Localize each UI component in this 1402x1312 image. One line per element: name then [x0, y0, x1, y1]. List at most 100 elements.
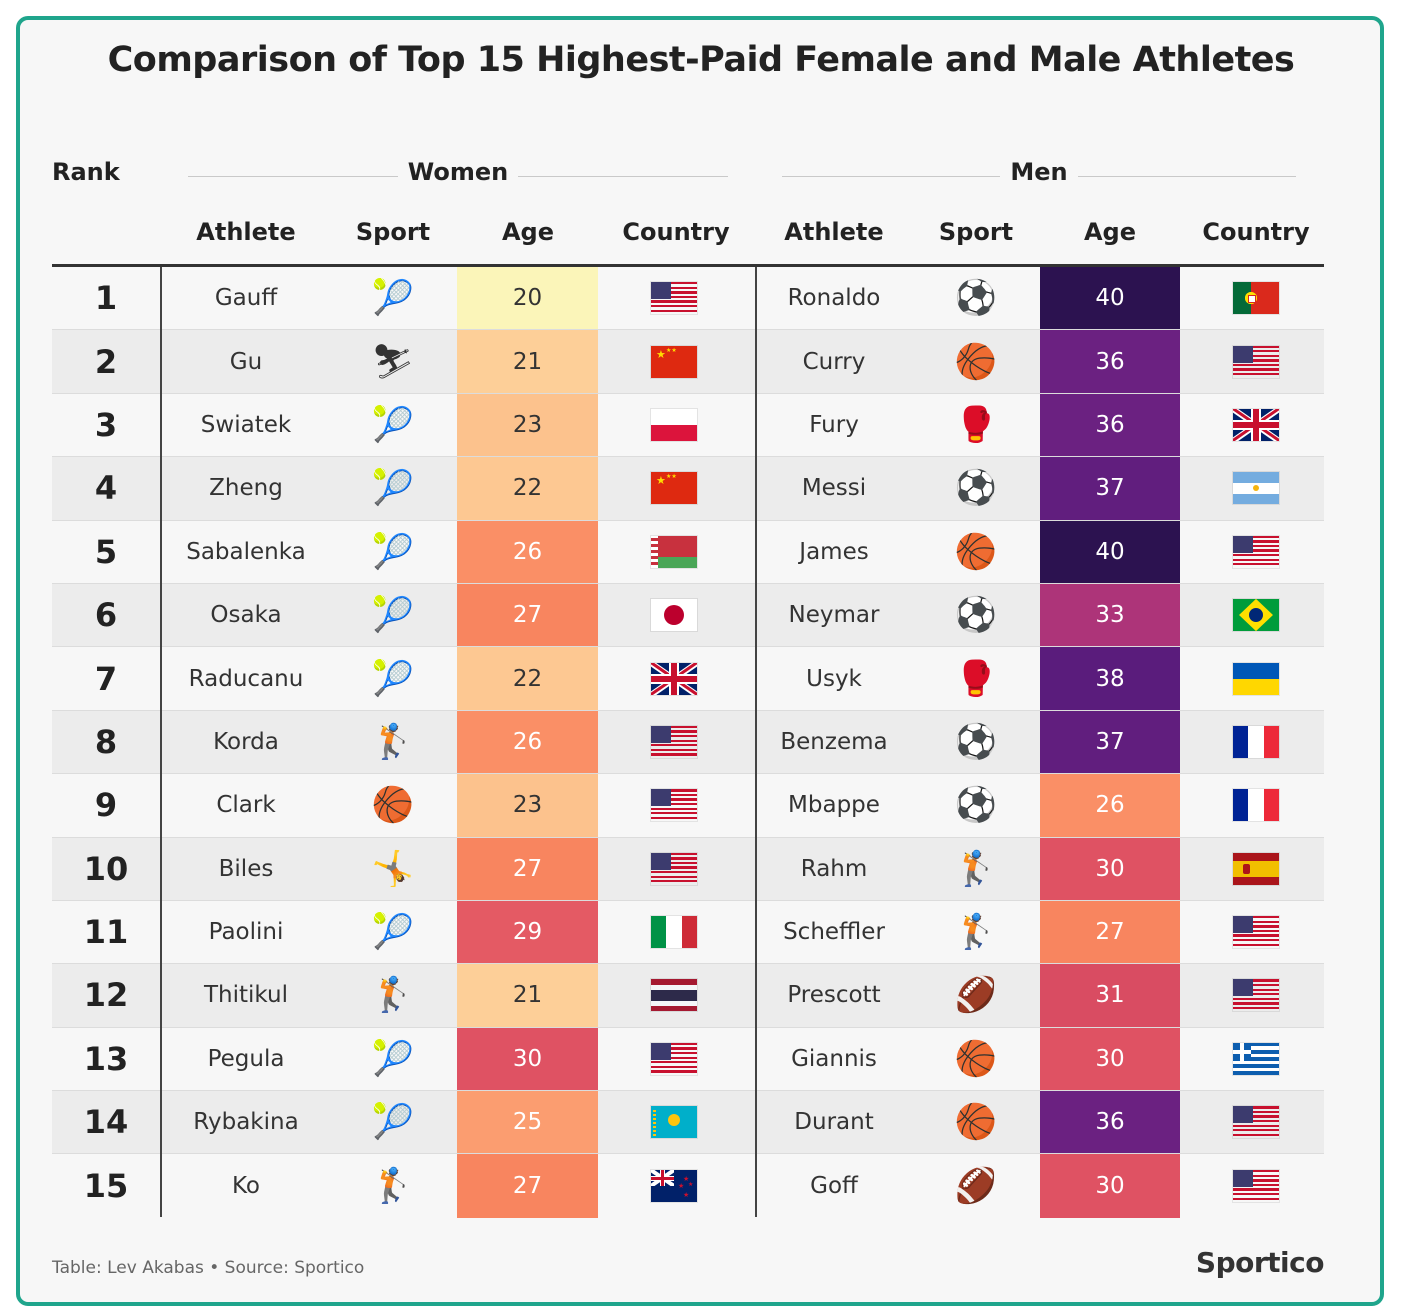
tennis-icon: 🎾 [371, 531, 415, 572]
table-row: 8 Korda 🏌 26 Benzema ⚽ 37 [52, 710, 1324, 775]
men-sport-cell: 🏈 [916, 1154, 1036, 1217]
men-age-cell: 26 [1040, 774, 1180, 837]
men-age-cell: 40 [1040, 520, 1180, 583]
women-sport-cell: 🎾 [333, 584, 453, 646]
table-row: 12 Thitikul 🏌 21 Prescott 🏈 31 [52, 964, 1324, 1028]
women-sport-cell: ⛷ [333, 330, 453, 392]
table-row: 5 Sabalenka 🎾 26 James 🏀 40 [52, 520, 1324, 584]
men-athlete-cell: James [799, 538, 869, 565]
flag-us-icon [651, 789, 697, 821]
women-age-header: Age [501, 218, 555, 246]
women-sport-cell: 🤸 [333, 838, 453, 900]
men-athlete-cell: Neymar [788, 602, 880, 629]
women-country-cell [604, 774, 744, 836]
flag-gb-icon [1233, 408, 1279, 441]
men-age-cell: 36 [1040, 1091, 1180, 1154]
men-athlete-cell: Ronaldo [787, 285, 881, 312]
women-age-cell: 27 [457, 837, 598, 900]
men-country-cell [1186, 394, 1326, 456]
men-sport-cell: ⚽ [916, 267, 1036, 329]
men-sport-cell: 🏌 [916, 838, 1036, 900]
table-row: 11 Paolini 🎾 29 Scheffler 🏌 27 [52, 900, 1326, 965]
men-age-cell: 31 [1040, 964, 1180, 1027]
women-athlete-cell: Gu [229, 348, 263, 375]
women-country-cell [604, 267, 744, 329]
men-age-cell: 37 [1040, 457, 1180, 520]
flag-us-icon [651, 282, 697, 314]
flag-it-icon [651, 916, 697, 949]
men-sport-cell: ⚽ [916, 457, 1036, 519]
tennis-icon: 🎾 [371, 658, 415, 699]
women-country-cell [604, 901, 744, 963]
women-athlete-cell: Rybakina [193, 1109, 299, 1136]
men-athlete-cell: Durant [794, 1109, 874, 1136]
rank-cell: 7 [94, 659, 118, 698]
women-age-cell: 22 [457, 647, 598, 710]
men-age-cell: 33 [1040, 583, 1180, 647]
men-country-cell [1186, 457, 1326, 519]
table-row: 2 Gu ⛷ 21 ★ ★★ Curry 🏀 36 [52, 330, 1324, 394]
flag-th-icon [651, 979, 697, 1012]
table-row: 1 Gauff 🎾 20 Ronaldo ⚽ 40 [52, 267, 1324, 331]
men-athlete-cell: Giannis [791, 1045, 877, 1072]
flag-us-icon [1233, 535, 1279, 568]
men-country-header: Country [1202, 218, 1310, 246]
gymnastics-icon: 🤸 [371, 848, 415, 889]
men-athlete-cell: Prescott [787, 982, 881, 1009]
flag-us-icon [651, 852, 697, 885]
men-country-cell [1186, 901, 1326, 963]
women-country-header: Country [622, 218, 730, 246]
women-athlete-cell: Biles [218, 855, 274, 882]
women-sport-cell: 🎾 [333, 647, 453, 709]
women-athlete-cell: Osaka [210, 602, 282, 629]
women-athlete-cell: Korda [213, 728, 279, 755]
golf-icon: 🏌 [371, 1166, 415, 1207]
soccer-icon: ⚽ [954, 721, 998, 762]
women-country-cell: ★ ★★ [604, 330, 744, 392]
women-age-cell: 26 [457, 710, 598, 774]
women-sport-cell: 🏀 [333, 774, 453, 836]
men-sport-cell: 🏀 [916, 521, 1036, 583]
tennis-icon: 🎾 [371, 912, 415, 953]
men-group-label: Men [1000, 158, 1078, 186]
rank-cell: 10 [83, 849, 129, 888]
men-country-cell [1186, 584, 1326, 646]
source-credit: Table: Lev Akabas • Source: Sportico [52, 1258, 365, 1278]
women-sport-header: Sport [355, 218, 431, 246]
women-age-cell: 25 [457, 1091, 598, 1154]
table-row: 13 Pegula 🎾 30 Giannis 🏀 30 [52, 1027, 1326, 1092]
boxing-icon: 🥊 [954, 404, 998, 445]
women-age-cell: 23 [457, 393, 598, 457]
women-athlete-cell: Ko [231, 1173, 260, 1200]
men-sport-cell: 🏀 [916, 1028, 1036, 1090]
men-age-cell: 36 [1040, 393, 1180, 457]
flag-fr-icon [1233, 725, 1279, 758]
women-age-cell: 22 [457, 457, 598, 520]
basketball-icon: 🏀 [954, 341, 998, 382]
table-row: 6 Osaka 🎾 27 Neymar ⚽ 33 [52, 583, 1326, 648]
skiing-icon: ⛷ [371, 341, 415, 382]
women-age-cell: 26 [457, 520, 598, 583]
flag-cn-icon: ★ ★★ [651, 345, 697, 378]
men-athlete-cell: Messi [801, 475, 867, 502]
men-country-cell [1186, 1028, 1326, 1090]
flag-kz-icon [651, 1106, 697, 1139]
soccer-icon: ⚽ [954, 278, 998, 319]
rank-header: Rank [52, 158, 120, 186]
flag-ar-icon [1233, 472, 1279, 505]
flag-us-icon [1233, 1170, 1279, 1202]
women-sport-cell: 🎾 [333, 521, 453, 583]
rank-divider [160, 267, 162, 1217]
men-sport-cell: ⚽ [916, 711, 1036, 773]
men-sport-cell: 🏈 [916, 964, 1036, 1026]
women-age-cell: 30 [457, 1027, 598, 1091]
men-athlete-cell: Curry [802, 348, 866, 375]
soccer-icon: ⚽ [954, 468, 998, 509]
women-age-cell: 29 [457, 900, 598, 964]
flag-gb-icon [651, 662, 697, 695]
men-athlete-header: Athlete [784, 218, 884, 246]
women-country-cell [604, 1091, 744, 1153]
women-age-cell: 21 [457, 964, 598, 1027]
table-row: 14 Rybakina 🎾 25 Durant 🏀 36 [52, 1091, 1324, 1155]
men-age-cell: 36 [1040, 330, 1180, 393]
